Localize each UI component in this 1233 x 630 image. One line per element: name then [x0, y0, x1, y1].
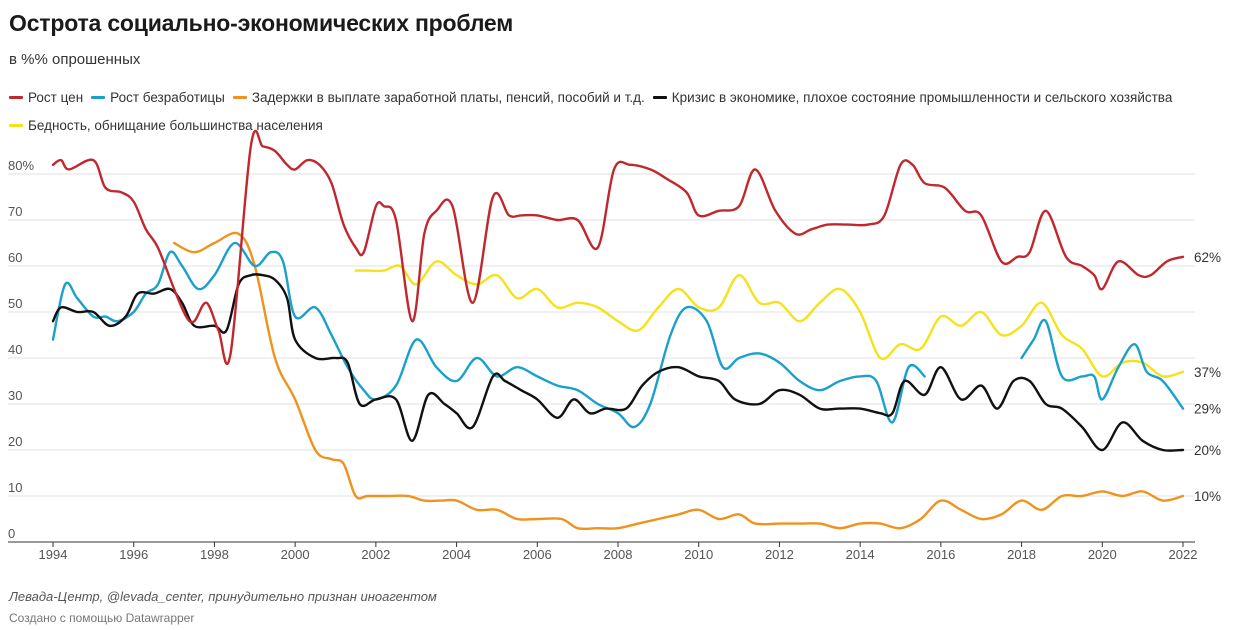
legend-item: Задержки в выплате заработной платы, пен… [232, 85, 645, 110]
legend-label: Рост цен [28, 90, 84, 105]
x-tick-label: 2014 [846, 547, 875, 562]
x-tick-label: 1996 [119, 547, 148, 562]
legend-label: Рост безработицы [110, 90, 225, 105]
x-tick-label: 2010 [684, 547, 713, 562]
series-line [172, 231, 1185, 531]
x-tick-label: 2016 [926, 547, 955, 562]
x-tick-label: 2000 [281, 547, 310, 562]
x-tick-label: 2006 [523, 547, 552, 562]
source-note: Левада-Центр, @levada_center, принудител… [9, 589, 437, 604]
legend-item: Бедность, обнищание большинства населени… [9, 113, 323, 138]
chart-title: Острота социально-экономических проблем [9, 10, 514, 36]
legend-item: Рост безработицы [91, 85, 225, 110]
legend-swatch [652, 96, 667, 99]
legend-swatch [232, 96, 247, 99]
legend-label: Бедность, обнищание большинства населени… [28, 118, 323, 133]
series-line [51, 241, 926, 429]
legend-swatch [91, 96, 106, 99]
x-tick-label: 2012 [765, 547, 794, 562]
y-tick-label: 20 [8, 434, 22, 449]
chart-subtitle: в %% опрошенных [9, 51, 141, 68]
legend-swatch [9, 96, 23, 99]
x-tick-label: 2002 [361, 547, 390, 562]
y-tick-label: 40 [8, 342, 22, 357]
legend-item: Кризис в экономике, плохое состояние про… [652, 85, 1173, 110]
y-tick-label: 50 [8, 296, 22, 311]
y-tick-label: 0 [8, 526, 15, 541]
series-line [1020, 318, 1185, 410]
end-value-label: 29% [1194, 402, 1221, 417]
x-tick-label: 2004 [442, 547, 471, 562]
x-tick-label: 2008 [604, 547, 633, 562]
y-tick-label: 30 [8, 388, 22, 403]
y-tick-label: 70 [8, 204, 22, 219]
end-value-label: 10% [1194, 489, 1221, 504]
chart-legend: Рост цен Рост безработицы Задержки в выпла… [9, 82, 1219, 138]
line-chart: 0 10 20 30 40 50 60 70 80% 1994 1996 1998 2000 2002 20… [8, 129, 1221, 562]
end-value-label: 62% [1194, 250, 1221, 265]
y-tick-label: 80% [8, 158, 34, 173]
y-tick-label: 60 [8, 250, 22, 265]
series-line [51, 129, 1185, 365]
legend-swatch [9, 124, 23, 127]
x-tick-label: 1998 [200, 547, 229, 562]
x-tick-label: 2020 [1088, 547, 1117, 562]
y-tick-label: 10 [8, 480, 22, 495]
legend-item: Рост цен [9, 85, 83, 110]
legend-label: Кризис в экономике, плохое состояние про… [671, 90, 1173, 105]
credit-note: Создано с помощью Datawrapper [9, 611, 195, 625]
series-line [354, 260, 1185, 378]
end-value-label: 20% [1194, 443, 1221, 458]
series-line [51, 273, 1185, 452]
end-value-label: 37% [1194, 365, 1221, 380]
legend-label: Задержки в выплате заработной платы, пен… [251, 90, 645, 105]
x-tick-label: 1994 [39, 547, 68, 562]
x-tick-label: 2018 [1007, 547, 1036, 562]
x-tick-label: 2022 [1169, 547, 1198, 562]
